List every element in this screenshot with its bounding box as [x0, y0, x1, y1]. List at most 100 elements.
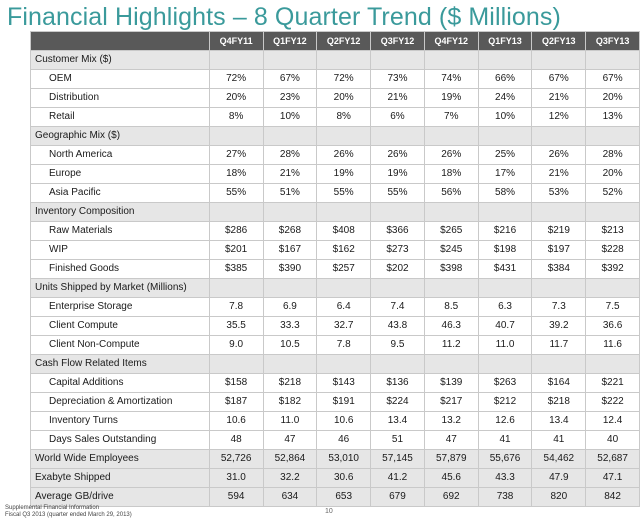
table-cell: 7.8 [316, 335, 372, 355]
table-cell: 55% [316, 183, 372, 203]
row-label: World Wide Employees [30, 449, 210, 469]
table-cell: $197 [531, 240, 587, 260]
table-cell: $187 [208, 392, 264, 412]
table-cell: $191 [316, 392, 372, 412]
row-label: WIP [30, 240, 210, 260]
table-cell [531, 126, 587, 146]
row-label: OEM [30, 69, 210, 89]
table-cell [531, 278, 587, 298]
row-label: Customer Mix ($) [30, 50, 210, 70]
table-cell: 20% [316, 88, 372, 108]
table-cell [585, 278, 640, 298]
table-cell: 46.3 [423, 316, 479, 336]
table-cell [370, 50, 425, 70]
row-label: Average GB/drive [30, 487, 210, 507]
column-header: Q1FY12 [262, 31, 318, 51]
section-row: Geographic Mix ($) [30, 126, 640, 146]
row-label: Inventory Composition [30, 202, 210, 222]
table-cell: 47 [423, 430, 479, 450]
table-cell: 58% [477, 183, 533, 203]
table-cell: 9.0 [208, 335, 264, 355]
table-cell [477, 354, 533, 374]
footer-supplemental-note: Supplemental Financial Information [5, 505, 100, 511]
table-row: Retail 8% 10% 8% 6% 7% 10% 12% 13% [30, 107, 640, 127]
table-cell: 692 [423, 487, 479, 507]
table-cell: $286 [208, 221, 264, 241]
table-cell: 72% [208, 69, 264, 89]
table-cell: $216 [477, 221, 533, 241]
table-cell [316, 354, 372, 374]
table-cell [316, 126, 372, 146]
table-cell: 19% [423, 88, 479, 108]
page-number: 10 [325, 508, 333, 515]
table-cell: 30.6 [316, 468, 372, 488]
table-cell [262, 126, 318, 146]
section-row: World Wide Employees 52,726 52,864 53,010 57… [30, 449, 640, 469]
table-cell: 67% [262, 69, 318, 89]
table-cell: 39.2 [531, 316, 587, 336]
table-cell: 53% [531, 183, 587, 203]
table-row: Enterprise Storage 7.8 6.9 6.4 7.4 8.5 6.3 7.3 7… [30, 297, 640, 317]
table-cell: 10% [477, 107, 533, 127]
footer-fiscal-period: Fiscal Q3 2013 (quarter ended March 29, … [5, 512, 132, 518]
table-cell [477, 202, 533, 222]
column-header: Q3FY13 [585, 31, 640, 51]
table-cell [208, 354, 264, 374]
table-cell: $198 [477, 240, 533, 260]
table-cell: 8% [316, 107, 372, 127]
table-cell: 12% [531, 107, 587, 127]
table-cell: 66% [477, 69, 533, 89]
table-cell [477, 278, 533, 298]
table-cell: 25% [477, 145, 533, 165]
table-cell: $222 [585, 392, 640, 412]
table-cell: 32.2 [262, 468, 318, 488]
column-header: Q3FY12 [370, 31, 425, 51]
table-cell: 21% [531, 88, 587, 108]
table-cell: 20% [585, 88, 640, 108]
table-cell: 45.6 [423, 468, 479, 488]
table-cell: 26% [423, 145, 479, 165]
table-cell: 11.0 [262, 411, 318, 431]
row-label: Depreciation & Amortization [30, 392, 210, 412]
table-row: Finished Goods $385 $390 $257 $202 $398 $431 $3… [30, 259, 640, 279]
row-label: Exabyte Shipped [30, 468, 210, 488]
financial-highlights-table: Q4FY11 Q1FY12 Q2FY12 Q3FY12 Q4FY12 Q1FY1… [30, 31, 640, 507]
table-row: Europe 18% 21% 19% 19% 18% 17% 21% 20% [30, 164, 640, 184]
column-header: Q2FY12 [316, 31, 372, 51]
header-corner [30, 31, 210, 51]
table-cell [316, 278, 372, 298]
table-row: Distribution 20% 23% 20% 21% 19% 24% 21% 20% [30, 88, 640, 108]
table-cell: 653 [316, 487, 372, 507]
table-cell: 56% [423, 183, 479, 203]
table-cell [262, 202, 318, 222]
table-cell: 46 [316, 430, 372, 450]
table-cell: 36.6 [585, 316, 640, 336]
table-cell: 51 [370, 430, 425, 450]
table-cell: $164 [531, 373, 587, 393]
table-cell [423, 50, 479, 70]
table-cell [585, 126, 640, 146]
table-cell: 9.5 [370, 335, 425, 355]
table-cell: $219 [531, 221, 587, 241]
table-cell [423, 278, 479, 298]
table-cell: $268 [262, 221, 318, 241]
table-cell: $201 [208, 240, 264, 260]
table-row: Client Non-Compute 9.0 10.5 7.8 9.5 11.2 11.0 1… [30, 335, 640, 355]
table-cell: 26% [370, 145, 425, 165]
table-cell: 19% [370, 164, 425, 184]
table-cell [208, 278, 264, 298]
table-cell: 8.5 [423, 297, 479, 317]
table-cell: $257 [316, 259, 372, 279]
row-label: Client Compute [30, 316, 210, 336]
table-cell [262, 50, 318, 70]
table-cell: 11.2 [423, 335, 479, 355]
table-cell [531, 354, 587, 374]
table-cell: 43.3 [477, 468, 533, 488]
table-cell: 55,676 [477, 449, 533, 469]
table-cell: 72% [316, 69, 372, 89]
table-cell: 10.6 [208, 411, 264, 431]
table-cell: 679 [370, 487, 425, 507]
table-cell: 13.4 [370, 411, 425, 431]
table-cell: 32.7 [316, 316, 372, 336]
section-row: Average GB/drive 594 634 653 679 692 738 820 842 [30, 487, 640, 507]
